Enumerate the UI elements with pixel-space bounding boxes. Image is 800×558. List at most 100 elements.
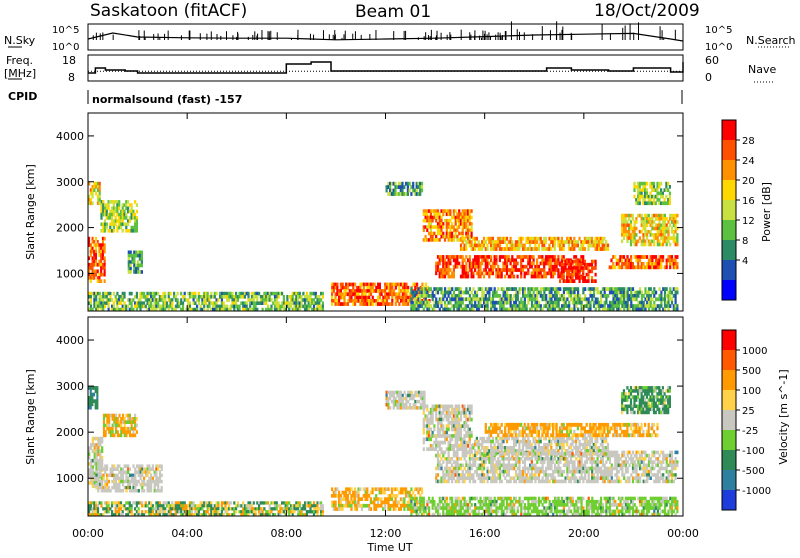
scatter-cell	[430, 287, 432, 291]
scatter-cell	[648, 291, 650, 295]
scatter-cell	[423, 441, 425, 445]
scatter-cell	[104, 237, 106, 241]
scatter-cell	[352, 286, 354, 290]
scatter-cell	[501, 275, 503, 279]
scatter-cell	[354, 497, 356, 501]
scatter-cell	[605, 301, 607, 305]
scatter-cell	[100, 270, 102, 274]
scatter-cell	[175, 295, 177, 299]
scatter-cell	[536, 287, 538, 291]
scatter-cell	[91, 396, 93, 400]
scatter-cell	[118, 207, 120, 211]
scatter-cell	[419, 297, 421, 301]
scatter-cell	[563, 270, 565, 274]
scatter-cell	[627, 291, 629, 295]
scatter-cell	[430, 229, 432, 233]
scatter-cell	[111, 510, 113, 513]
scatter-cell	[109, 507, 111, 510]
scatter-cell	[120, 417, 122, 421]
scatter-cell	[123, 301, 125, 305]
scatter-cell	[379, 286, 381, 290]
scatter-cell	[676, 233, 678, 237]
scatter-cell	[651, 217, 653, 221]
scatter-cell	[423, 411, 425, 415]
scatter-cell	[625, 217, 627, 221]
scatter-cell	[666, 217, 668, 221]
scatter-cell	[499, 294, 501, 298]
scatter-cell	[449, 213, 451, 217]
scatter-cell	[161, 486, 163, 490]
scatter-cell	[448, 272, 450, 276]
scatter-cell	[471, 229, 473, 233]
scatter-cell	[490, 255, 492, 259]
scatter-cell	[435, 297, 437, 301]
scatter-cell	[602, 240, 604, 244]
scatter-cell	[394, 189, 396, 193]
scatter-cell	[628, 217, 630, 221]
scatter-cell	[423, 421, 425, 425]
scatter-cell	[134, 420, 136, 424]
scatter-cell	[318, 295, 320, 299]
scatter-cell	[519, 291, 521, 295]
scatter-cell	[322, 301, 324, 305]
scatter-cell	[127, 305, 129, 309]
scatter-cell	[130, 251, 132, 255]
scatter-cell	[170, 510, 172, 513]
scatter-cell	[184, 501, 186, 504]
scatter-cell	[132, 430, 134, 434]
scatter-cell	[221, 504, 223, 507]
scatter-cell	[95, 260, 97, 264]
scatter-cell	[230, 501, 232, 504]
scatter-cell	[543, 265, 545, 269]
scatter-cell	[467, 232, 469, 236]
scatter-cell	[95, 471, 97, 475]
scatter-cell	[669, 304, 671, 308]
scatter-cell	[154, 486, 156, 490]
scatter-cell	[483, 291, 485, 295]
scatter-cell	[641, 192, 643, 196]
scatter-cell	[410, 192, 412, 196]
scatter-cell	[136, 226, 138, 230]
scatter-cell	[442, 225, 444, 229]
scatter-cell	[283, 510, 285, 513]
scatter-cell	[249, 501, 251, 504]
scatter-cell	[444, 258, 446, 262]
scatter-cell	[386, 394, 388, 398]
scatter-cell	[646, 192, 648, 196]
scatter-cell	[633, 188, 635, 192]
colorbar-swatch	[722, 200, 736, 220]
scatter-cell	[370, 507, 372, 511]
scatter-cell	[395, 397, 397, 401]
nsearch-tick-top: 10^5	[705, 25, 732, 36]
scatter-cell	[240, 504, 242, 507]
scatter-cell	[471, 209, 473, 213]
scatter-cell	[533, 262, 535, 266]
scatter-cell	[566, 276, 568, 280]
scatter-cell	[251, 504, 253, 507]
freq-panel-frame	[88, 55, 683, 81]
scatter-cell	[651, 297, 653, 301]
scatter-cell	[106, 427, 108, 431]
scatter-cell	[354, 302, 356, 306]
scatter-cell	[108, 207, 110, 211]
scatter-cell	[423, 394, 425, 398]
scatter-cell	[106, 424, 108, 428]
scatter-cell	[161, 480, 163, 484]
scatter-cell	[478, 240, 480, 244]
scatter-cell	[462, 229, 464, 233]
scatter-cell	[101, 449, 103, 453]
scatter-cell	[148, 471, 150, 475]
scatter-cell	[573, 247, 575, 251]
scatter-cell	[667, 301, 669, 305]
scatter-cell	[122, 483, 124, 487]
scatter-cell	[97, 504, 99, 507]
scatter-cell	[143, 292, 145, 296]
scatter-cell	[497, 287, 499, 291]
scatter-cell	[113, 213, 115, 217]
scatter-cell	[368, 296, 370, 300]
scatter-cell	[136, 216, 138, 220]
scatter-cell	[210, 501, 212, 504]
scatter-cell	[653, 287, 655, 291]
scatter-cell	[409, 182, 411, 186]
scatter-cell	[426, 414, 428, 418]
